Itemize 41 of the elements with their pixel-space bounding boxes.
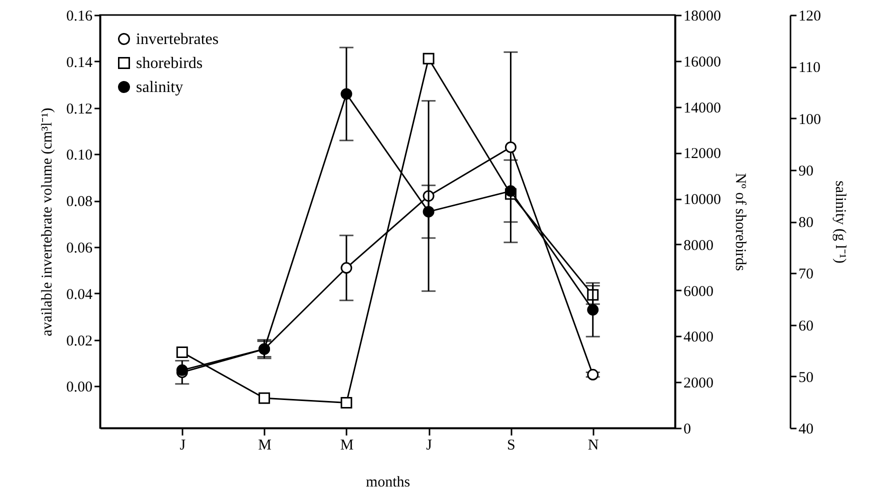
y3-tick-label: 90 <box>798 163 814 180</box>
legend-label: salinity <box>136 79 184 96</box>
y2-tick-label: 0 <box>684 422 691 438</box>
y2-tick-label: 4000 <box>684 330 714 346</box>
y3-tick-label: 70 <box>798 266 814 283</box>
legend-label: shorebirds <box>136 55 203 72</box>
y-tick-label: 0.16 <box>66 8 93 24</box>
x-tick-label: J <box>426 438 432 454</box>
y-tick-label: 0.00 <box>66 380 92 396</box>
y-axis-title: available invertebrate volume (cm³l⁻¹) <box>39 108 56 336</box>
y3-tick-label: 110 <box>798 60 820 76</box>
x-tick-label: J <box>180 438 186 454</box>
y-tick-label: 0.06 <box>66 240 93 257</box>
y3-tick-label: 50 <box>798 370 814 386</box>
y-tick-label: 0.04 <box>66 286 93 303</box>
y2-tick-label: 2000 <box>684 376 714 392</box>
y2-tick-label: 16000 <box>684 54 721 70</box>
y3-tick-label: 80 <box>798 215 814 231</box>
y2-tick-label: 12000 <box>684 146 721 162</box>
y-tick-label: 0.14 <box>66 54 93 71</box>
y-tick-label: 0.08 <box>66 194 92 210</box>
legend-label: invertebrates <box>136 31 219 48</box>
y2-tick-label: 14000 <box>684 100 721 116</box>
y2-tick-label: 10000 <box>684 192 721 208</box>
y2-tick-label: 18000 <box>684 8 721 24</box>
x-tick-label: M <box>340 438 354 454</box>
y2-tick-label: 6000 <box>684 284 714 300</box>
x-tick-label: M <box>258 438 272 454</box>
x-axis-title: months <box>366 474 410 490</box>
y-tick-label: 0.02 <box>66 333 92 350</box>
x-tick-label: S <box>507 438 516 454</box>
y3-axis-title: salinity (g l⁻¹) <box>832 180 848 264</box>
y2-axis-title: Nº of shorebirds <box>732 173 748 272</box>
y2-tick-label: 8000 <box>684 238 714 254</box>
y-tick-label: 0.10 <box>66 148 92 164</box>
y3-tick-label: 100 <box>798 112 821 128</box>
y-tick-label: 0.12 <box>66 101 92 118</box>
y3-tick-label: 60 <box>798 318 814 334</box>
y3-tick-label: 120 <box>798 8 821 24</box>
y3-tick-label: 40 <box>798 422 814 438</box>
x-tick-label: N <box>588 438 599 454</box>
